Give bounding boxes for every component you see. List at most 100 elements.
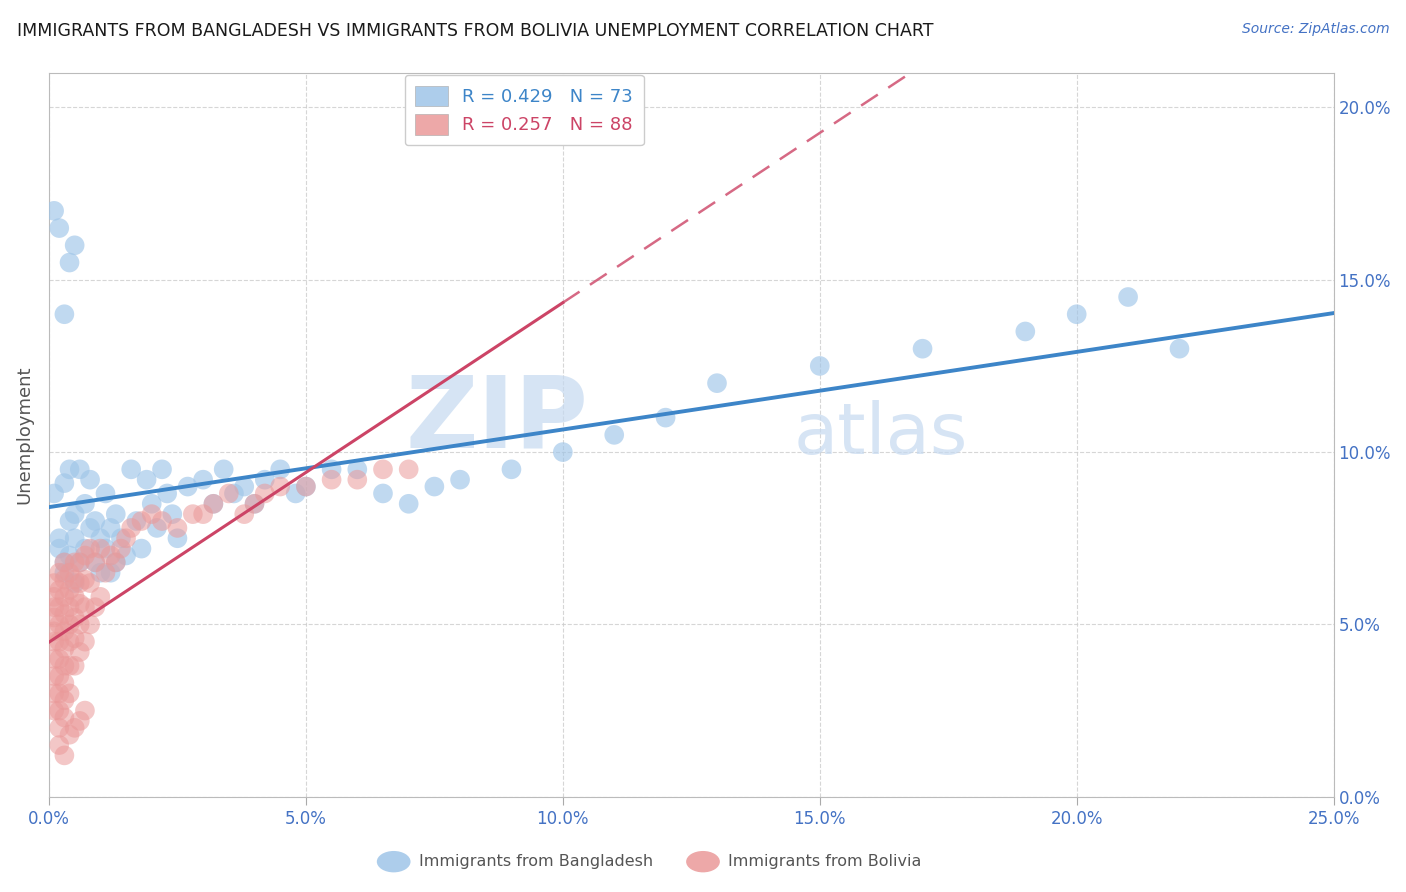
- Point: [48, 600, 70, 615]
- Point: [73, 549, 96, 563]
- Point: [42, 576, 65, 591]
- Point: [449, 473, 471, 487]
- Point: [94, 566, 117, 580]
- Point: [69, 645, 91, 659]
- Point: [346, 462, 368, 476]
- Point: [321, 462, 343, 476]
- Text: Source: ZipAtlas.com: Source: ZipAtlas.com: [1241, 22, 1389, 37]
- Point: [53, 693, 76, 707]
- Point: [100, 521, 122, 535]
- Point: [53, 658, 76, 673]
- Point: [69, 617, 91, 632]
- Point: [654, 410, 676, 425]
- Point: [63, 631, 86, 645]
- Point: [58, 658, 80, 673]
- Point: [1066, 307, 1088, 321]
- Point: [115, 549, 138, 563]
- Point: [53, 590, 76, 604]
- Point: [94, 541, 117, 556]
- Point: [58, 617, 80, 632]
- Point: [48, 531, 70, 545]
- Point: [181, 507, 204, 521]
- Point: [58, 462, 80, 476]
- Point: [295, 479, 318, 493]
- Point: [398, 462, 420, 476]
- Point: [321, 473, 343, 487]
- Point: [42, 652, 65, 666]
- Point: [398, 497, 420, 511]
- Point: [73, 497, 96, 511]
- Point: [53, 555, 76, 569]
- Point: [58, 686, 80, 700]
- Point: [131, 541, 153, 556]
- Point: [53, 307, 76, 321]
- Point: [69, 597, 91, 611]
- Point: [42, 203, 65, 218]
- Point: [58, 634, 80, 648]
- Point: [48, 721, 70, 735]
- Point: [84, 555, 107, 569]
- Point: [808, 359, 831, 373]
- Point: [156, 486, 179, 500]
- Point: [63, 573, 86, 587]
- Point: [58, 514, 80, 528]
- Point: [53, 748, 76, 763]
- Point: [53, 573, 76, 587]
- Point: [110, 541, 132, 556]
- Point: [253, 486, 276, 500]
- Point: [58, 566, 80, 580]
- Point: [371, 462, 394, 476]
- Point: [48, 541, 70, 556]
- Point: [104, 507, 127, 521]
- Point: [42, 590, 65, 604]
- Point: [162, 507, 184, 521]
- Point: [243, 497, 266, 511]
- Point: [141, 507, 163, 521]
- Point: [48, 582, 70, 597]
- Point: [551, 445, 574, 459]
- Point: [73, 600, 96, 615]
- Point: [63, 610, 86, 624]
- Point: [233, 507, 256, 521]
- Point: [89, 590, 111, 604]
- Point: [222, 486, 245, 500]
- Point: [295, 479, 318, 493]
- Point: [53, 555, 76, 569]
- Point: [69, 555, 91, 569]
- Point: [1168, 342, 1191, 356]
- Point: [48, 704, 70, 718]
- Point: [79, 473, 101, 487]
- Point: [73, 573, 96, 587]
- Point: [269, 462, 291, 476]
- Point: [603, 428, 626, 442]
- Text: IMMIGRANTS FROM BANGLADESH VS IMMIGRANTS FROM BOLIVIA UNEMPLOYMENT CORRELATION C: IMMIGRANTS FROM BANGLADESH VS IMMIGRANTS…: [17, 22, 934, 40]
- Point: [141, 497, 163, 511]
- Point: [423, 479, 446, 493]
- Point: [48, 634, 70, 648]
- Point: [146, 521, 169, 535]
- Point: [42, 486, 65, 500]
- Point: [48, 669, 70, 683]
- Point: [84, 514, 107, 528]
- Point: [42, 634, 65, 648]
- Point: [191, 473, 214, 487]
- Point: [166, 521, 188, 535]
- Point: [73, 541, 96, 556]
- Point: [58, 728, 80, 742]
- Point: [69, 576, 91, 591]
- Point: [48, 221, 70, 235]
- Point: [42, 600, 65, 615]
- Point: [58, 582, 80, 597]
- Point: [135, 473, 157, 487]
- Point: [58, 255, 80, 269]
- Point: [53, 566, 76, 580]
- Point: [120, 521, 142, 535]
- Point: [104, 555, 127, 569]
- Point: [911, 342, 934, 356]
- Point: [42, 686, 65, 700]
- Point: [48, 617, 70, 632]
- Circle shape: [686, 851, 720, 872]
- Point: [79, 617, 101, 632]
- Point: [1014, 325, 1036, 339]
- Point: [100, 566, 122, 580]
